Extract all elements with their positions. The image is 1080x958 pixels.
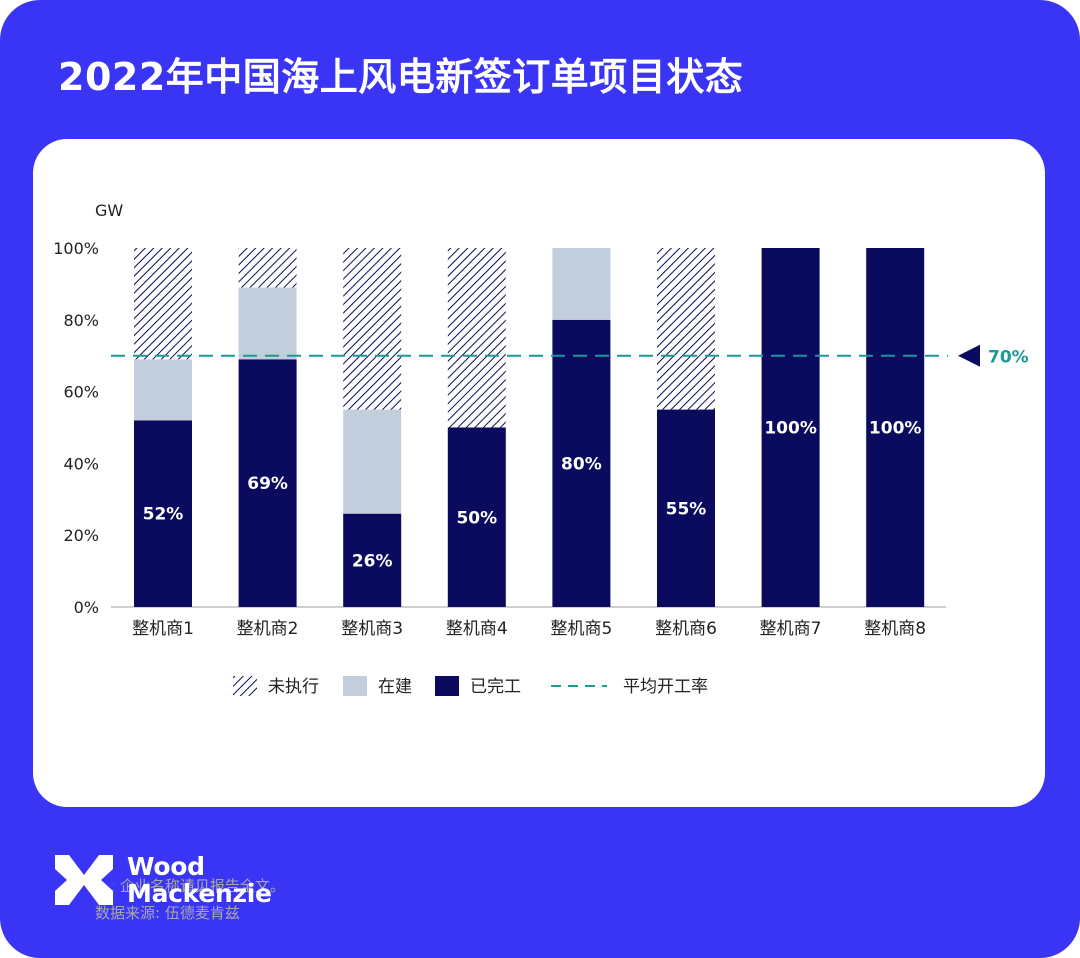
y-tick-label: 20% [63, 526, 99, 545]
x-tick-label: 整机商6 [655, 619, 717, 639]
x-tick-label: 整机商3 [341, 619, 403, 639]
bar-已完工 [866, 248, 925, 607]
legend-label: 已完工 [470, 677, 521, 697]
reference-line-label: 70% [988, 348, 1029, 368]
chart-card: GW 0% 20% 40% 60% 80% 100% 52% 整机商1 69% 整机商2 26% 整机商… [33, 139, 1045, 922]
bar-在建 [238, 287, 297, 360]
y-tick-label: 0% [74, 598, 99, 617]
legend-label: 平均开工率 [623, 677, 708, 697]
data-label: 100% [764, 419, 817, 439]
logo-mark-icon [55, 855, 113, 905]
legend-label: 未执行 [268, 677, 319, 697]
notes: 注: 企业名称请见报告全文。 数据来源: 伍德麦肯兹 [95, 873, 285, 927]
data-label: 100% [869, 419, 922, 439]
legend-swatch [233, 676, 257, 696]
bar-未执行 [657, 248, 715, 410]
bar-已完工 [552, 319, 611, 607]
bar-已完工 [134, 420, 192, 607]
bar-未执行 [343, 248, 402, 410]
y-axis-unit-label: GW [95, 201, 123, 220]
data-label: 52% [143, 505, 184, 525]
bar-已完工 [343, 513, 402, 607]
bar-已完工 [238, 359, 297, 607]
x-tick-label: 整机商1 [132, 619, 194, 639]
logo-line-2: Mackenzie [127, 879, 272, 908]
wood-mackenzie-logo: Wood Mackenzie [55, 853, 272, 907]
logo-line-1: Wood [127, 852, 205, 881]
bar-在建 [552, 248, 611, 320]
bar-已完工 [657, 409, 715, 607]
data-label: 80% [561, 454, 602, 474]
y-tick-label: 80% [63, 311, 99, 330]
data-label: 55% [666, 499, 707, 519]
chart-svg: GW 0% 20% 40% 60% 80% 100% 52% 整机商1 69% 整机商2 26% 整机商… [53, 201, 1029, 697]
chart-title: 2022年中国海上风电新签订单项目状态 [58, 55, 744, 99]
note-line: 注: 企业名称请见报告全文。 [95, 877, 285, 895]
bar-未执行 [238, 248, 297, 288]
bar-未执行 [134, 248, 192, 360]
x-tick-label: 整机商5 [550, 619, 612, 639]
x-tick-label: 整机商8 [864, 619, 926, 639]
x-tick-label: 整机商2 [237, 619, 299, 639]
data-label: 69% [247, 474, 288, 494]
logo-wordmark: Wood Mackenzie [127, 853, 272, 907]
bar-在建 [134, 359, 192, 421]
legend-swatch [343, 676, 367, 696]
legend-swatch [435, 676, 459, 696]
data-label: 26% [352, 551, 393, 571]
data-label: 50% [456, 508, 497, 528]
y-tick-label: 40% [63, 454, 99, 473]
bar-未执行 [447, 248, 506, 428]
source-line: 数据来源: 伍德麦肯兹 [95, 904, 240, 922]
y-tick-label: 100% [53, 239, 99, 258]
reference-marker-icon [958, 344, 980, 367]
x-tick-label: 整机商4 [446, 619, 508, 639]
bar-已完工 [447, 427, 506, 607]
bar-在建 [343, 409, 402, 514]
y-tick-label: 60% [63, 383, 99, 402]
bar-已完工 [761, 248, 820, 607]
legend-label: 在建 [378, 677, 412, 697]
x-tick-label: 整机商7 [760, 619, 822, 639]
